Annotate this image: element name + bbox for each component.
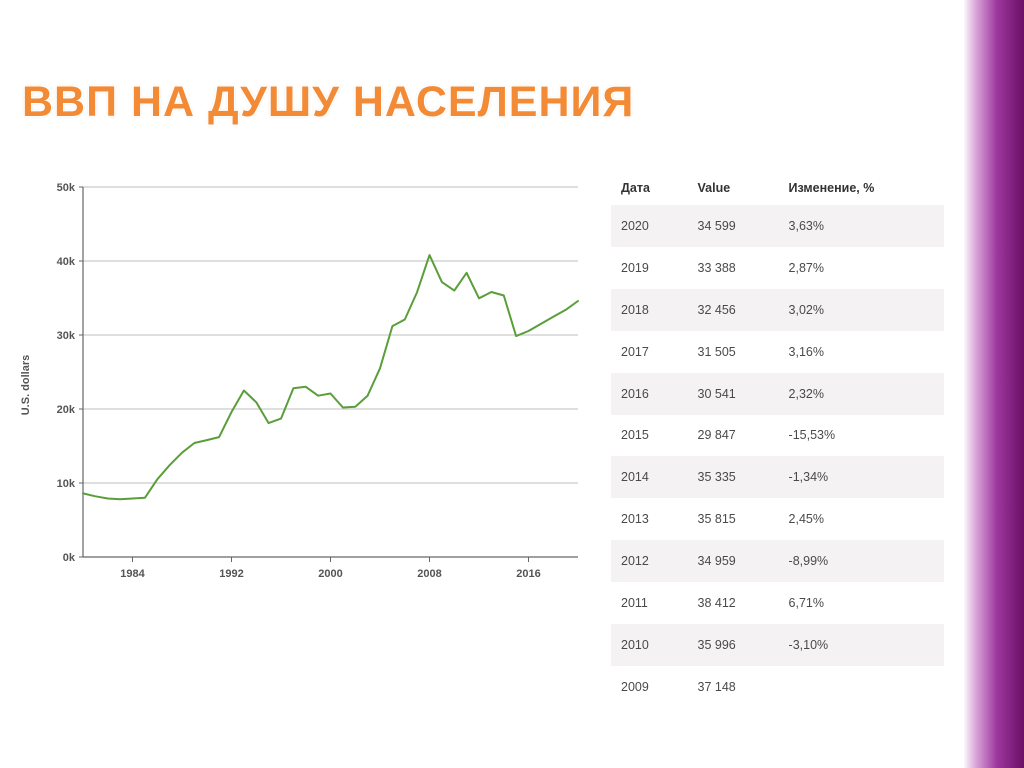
svg-text:40k: 40k bbox=[57, 256, 76, 268]
table-cell: 2018 bbox=[611, 289, 688, 331]
table-row: 201731 5053,16% bbox=[611, 331, 944, 373]
col-date: Дата bbox=[611, 175, 688, 205]
table-cell: 35 996 bbox=[688, 624, 779, 666]
table-cell: 3,63% bbox=[779, 205, 944, 247]
table-cell: 2,45% bbox=[779, 498, 944, 540]
table-cell: 30 541 bbox=[688, 373, 779, 415]
table-row: 201933 3882,87% bbox=[611, 247, 944, 289]
gdp-line-chart: U.S. dollars 0k10k20k30k40k50k1984199220… bbox=[28, 175, 593, 595]
table-cell: 29 847 bbox=[688, 415, 779, 457]
table-cell: 35 815 bbox=[688, 498, 779, 540]
table-cell: 38 412 bbox=[688, 582, 779, 624]
svg-text:50k: 50k bbox=[57, 182, 76, 194]
table-cell: 37 148 bbox=[688, 666, 779, 708]
table-row: 201832 4563,02% bbox=[611, 289, 944, 331]
table-cell: -1,34% bbox=[779, 456, 944, 498]
table-row: 202034 5993,63% bbox=[611, 205, 944, 247]
table-cell: -8,99% bbox=[779, 540, 944, 582]
svg-text:2016: 2016 bbox=[516, 568, 540, 580]
table-cell: 2009 bbox=[611, 666, 688, 708]
table-cell: 2020 bbox=[611, 205, 688, 247]
svg-text:2000: 2000 bbox=[318, 568, 342, 580]
table-cell: 32 456 bbox=[688, 289, 779, 331]
table-cell: 6,71% bbox=[779, 582, 944, 624]
svg-text:2008: 2008 bbox=[417, 568, 441, 580]
col-value: Value bbox=[688, 175, 779, 205]
table-cell: 3,16% bbox=[779, 331, 944, 373]
table-row: 200937 148 bbox=[611, 666, 944, 708]
svg-text:1992: 1992 bbox=[219, 568, 243, 580]
table-cell: 34 599 bbox=[688, 205, 779, 247]
svg-text:1984: 1984 bbox=[120, 568, 145, 580]
table-cell: 3,02% bbox=[779, 289, 944, 331]
table-cell bbox=[779, 666, 944, 708]
content-row: U.S. dollars 0k10k20k30k40k50k1984199220… bbox=[28, 175, 944, 708]
table-cell: 33 388 bbox=[688, 247, 779, 289]
table-cell: 2013 bbox=[611, 498, 688, 540]
table-cell: -3,10% bbox=[779, 624, 944, 666]
table-cell: 2017 bbox=[611, 331, 688, 373]
chart-y-axis-label: U.S. dollars bbox=[20, 355, 32, 416]
table-row: 201035 996-3,10% bbox=[611, 624, 944, 666]
table-cell: 2014 bbox=[611, 456, 688, 498]
table-row: 201138 4126,71% bbox=[611, 582, 944, 624]
slide-container: ВВП НА ДУШУ НАСЕЛЕНИЯ U.S. dollars 0k 10k… bbox=[0, 0, 1024, 768]
table-cell: 2,32% bbox=[779, 373, 944, 415]
col-change: Изменение, % bbox=[779, 175, 944, 205]
table-row: 201435 335-1,34% bbox=[611, 456, 944, 498]
gdp-data-table: Дата Value Изменение, % 202034 5993,63%2… bbox=[611, 175, 944, 708]
table-row: 201630 5412,32% bbox=[611, 373, 944, 415]
table-cell: 35 335 bbox=[688, 456, 779, 498]
table-cell: 2015 bbox=[611, 415, 688, 457]
table-row: 201335 8152,45% bbox=[611, 498, 944, 540]
svg-text:20k: 20k bbox=[57, 404, 76, 416]
svg-text:0k: 0k bbox=[63, 552, 76, 564]
slide-title: ВВП НА ДУШУ НАСЕЛЕНИЯ bbox=[22, 78, 634, 127]
table-header-row: Дата Value Изменение, % bbox=[611, 175, 944, 205]
table-row: 201529 847-15,53% bbox=[611, 415, 944, 457]
table-cell: 2019 bbox=[611, 247, 688, 289]
table-cell: 2,87% bbox=[779, 247, 944, 289]
table-cell: 2010 bbox=[611, 624, 688, 666]
table-cell: 2016 bbox=[611, 373, 688, 415]
chart-svg: 0k 10k 20k 30k 40k 50k 1984 1992 2000 2008 2016 bbox=[28, 175, 593, 595]
table-cell: 2012 bbox=[611, 540, 688, 582]
table-cell: 34 959 bbox=[688, 540, 779, 582]
table-cell: 2011 bbox=[611, 582, 688, 624]
table-row: 201234 959-8,99% bbox=[611, 540, 944, 582]
svg-text:30k: 30k bbox=[57, 330, 76, 342]
table-cell: -15,53% bbox=[779, 415, 944, 457]
decor-purple-border bbox=[964, 0, 1024, 768]
table-cell: 31 505 bbox=[688, 331, 779, 373]
svg-text:10k: 10k bbox=[57, 478, 76, 490]
